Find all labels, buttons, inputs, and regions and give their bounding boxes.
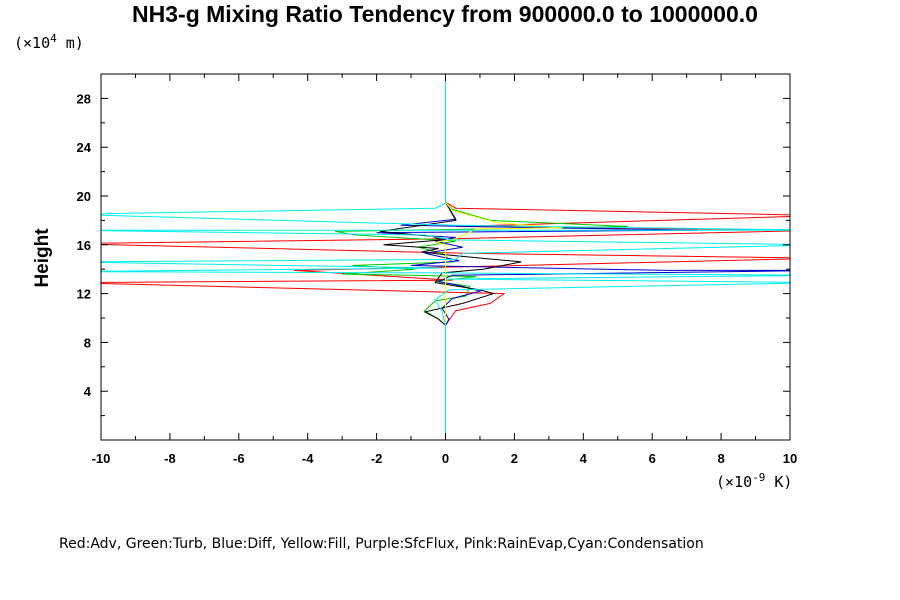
series-line-3 (376, 74, 790, 440)
series-line-1 (101, 74, 790, 440)
x-tick-label: 8 (717, 451, 724, 466)
x-tick-label: 4 (580, 451, 588, 466)
y-tick-label: 4 (84, 384, 92, 399)
x-tick-label: -8 (164, 451, 176, 466)
legend-text: Red:Adv, Green:Turb, Blue:Diff, Yellow:F… (59, 536, 704, 552)
x-tick-label: -6 (233, 451, 245, 466)
x-tick-label: 0 (442, 451, 449, 466)
y-axis-ticks: 4 8 12 16 20 24 28 (77, 91, 790, 417)
x-tick-label: 10 (783, 451, 797, 466)
y-tick-label: 16 (77, 238, 91, 253)
x-axis-ticks: -10 -8 -6 -4 -2 0 2 4 6 8 10 (92, 74, 797, 466)
series-line-5 (435, 74, 563, 440)
x-tick-label: -4 (302, 451, 314, 466)
x-tick-label: -10 (92, 451, 111, 466)
series-line-6 (101, 74, 790, 440)
x-tick-label: -2 (371, 451, 383, 466)
x-tick-label: 6 (649, 451, 656, 466)
y-tick-label: 8 (84, 335, 91, 350)
x-axis-unit: (×10-9 K) (716, 471, 792, 491)
series-line-2 (335, 74, 629, 440)
x-tick-label: 2 (511, 451, 518, 466)
y-tick-label: 24 (77, 140, 92, 155)
y-tick-label: 20 (77, 189, 91, 204)
y-tick-label: 12 (77, 287, 91, 302)
y-axis-unit: (×104 m) (14, 32, 84, 52)
chart-title: NH3-g Mixing Ratio Tendency from 900000.… (132, 1, 758, 27)
y-tick-label: 28 (77, 91, 91, 106)
series-layer (101, 74, 790, 440)
series-line-4 (379, 74, 522, 440)
y-axis-label: Height (32, 228, 53, 288)
